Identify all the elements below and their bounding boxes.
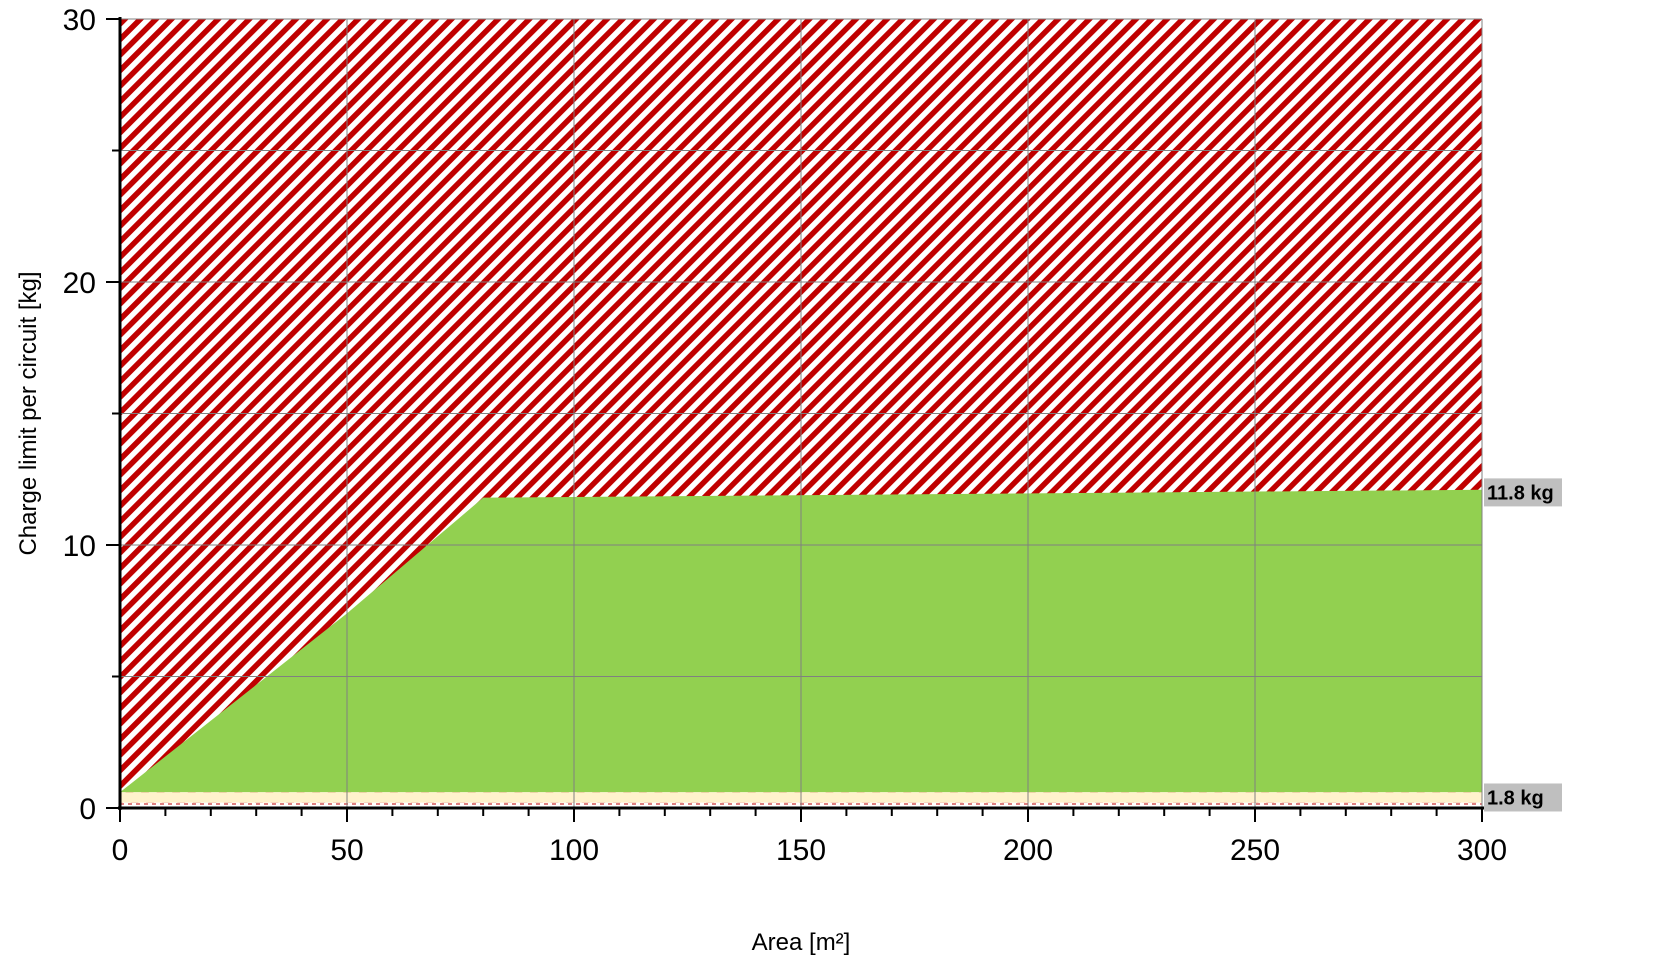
x-tick-label: 200 — [1003, 834, 1053, 867]
ref-label: 11.8 kg — [1487, 482, 1554, 504]
ref-label-box — [1484, 478, 1562, 507]
x-tick-label: 150 — [776, 834, 826, 867]
x-tick-label: 50 — [330, 834, 363, 867]
plot-area: 11.8 kg 1.8 kg — [120, 18, 1562, 812]
x-tick-label: 300 — [1457, 834, 1507, 867]
x-axis: 0 50 100 150 200 250 300 — [112, 806, 1507, 867]
ref-label-box — [1484, 783, 1562, 812]
y-tick-label: 20 — [63, 267, 96, 300]
y-axis: 0 10 20 30 — [63, 4, 122, 826]
x-tick-label: 0 — [112, 834, 129, 867]
y-tick-label: 30 — [63, 4, 96, 37]
ref-label: 1.8 kg — [1487, 787, 1544, 809]
y-tick-label: 0 — [79, 793, 96, 826]
y-tick-label: 10 — [63, 530, 96, 563]
x-tick-label: 100 — [549, 834, 599, 867]
x-axis-title: Area [m²] — [752, 929, 851, 956]
y-axis-title: Charge limit per circuit [kg] — [15, 271, 42, 555]
x-tick-label: 250 — [1230, 834, 1280, 867]
